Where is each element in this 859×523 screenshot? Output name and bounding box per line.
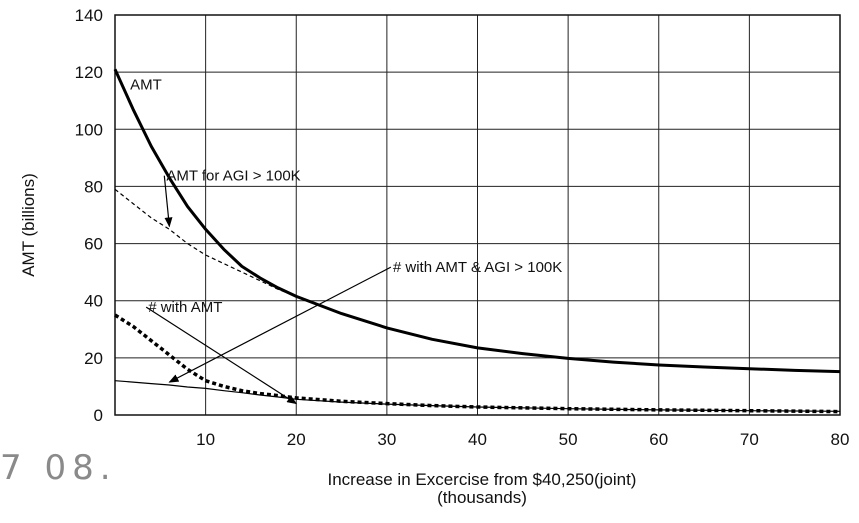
grid — [115, 15, 840, 415]
y-tick-label: 140 — [75, 6, 103, 25]
y-tick-label: 100 — [75, 120, 103, 139]
y-tick-label: 120 — [75, 63, 103, 82]
y-axis-label: AMT (billions) — [19, 173, 38, 277]
x-tick-label: 40 — [468, 430, 487, 449]
x-tick-label: 20 — [287, 430, 306, 449]
y-tick-label: 60 — [84, 235, 103, 254]
annotation-arrow — [145, 306, 298, 405]
annotation-label: # with AMT & AGI > 100K — [393, 259, 562, 276]
series-layer — [113, 68, 841, 414]
x-axis-label: Increase in Excercise from $40,250(joint… — [328, 470, 637, 489]
y-tick-label: 20 — [84, 349, 103, 368]
annotation-label: AMT for AGI > 100K — [166, 168, 300, 185]
y-tick-label: 0 — [94, 406, 103, 425]
handwritten-stamp: 7 08. — [0, 448, 117, 488]
x-axis-sublabel: (thousands) — [437, 488, 527, 507]
x-tick-label: 70 — [740, 430, 759, 449]
x-tick-label: 30 — [377, 430, 396, 449]
annotations: AMT AMT for AGI > 100K # with AMT & AGI > … — [130, 76, 562, 405]
plot-frame — [114, 14, 841, 416]
annotation-arrow — [168, 266, 392, 383]
annotation-label: AMT — [130, 76, 162, 93]
x-tick-label: 50 — [559, 430, 578, 449]
annotation-arrow — [163, 175, 173, 228]
y-tick-label: 40 — [84, 292, 103, 311]
x-tick-label: 80 — [831, 430, 850, 449]
y-tick-label: 80 — [84, 177, 103, 196]
series-line-4 — [114, 380, 841, 412]
ticks-layer: 10 20 30 40 50 60 70 80 0 20 40 60 80 100 120 140 — [75, 6, 850, 449]
x-tick-label: 10 — [196, 430, 215, 449]
annotation-label: # with AMT — [148, 299, 222, 316]
x-tick-label: 60 — [649, 430, 668, 449]
series-line-1 — [113, 68, 841, 374]
series-line-2 — [114, 188, 297, 297]
